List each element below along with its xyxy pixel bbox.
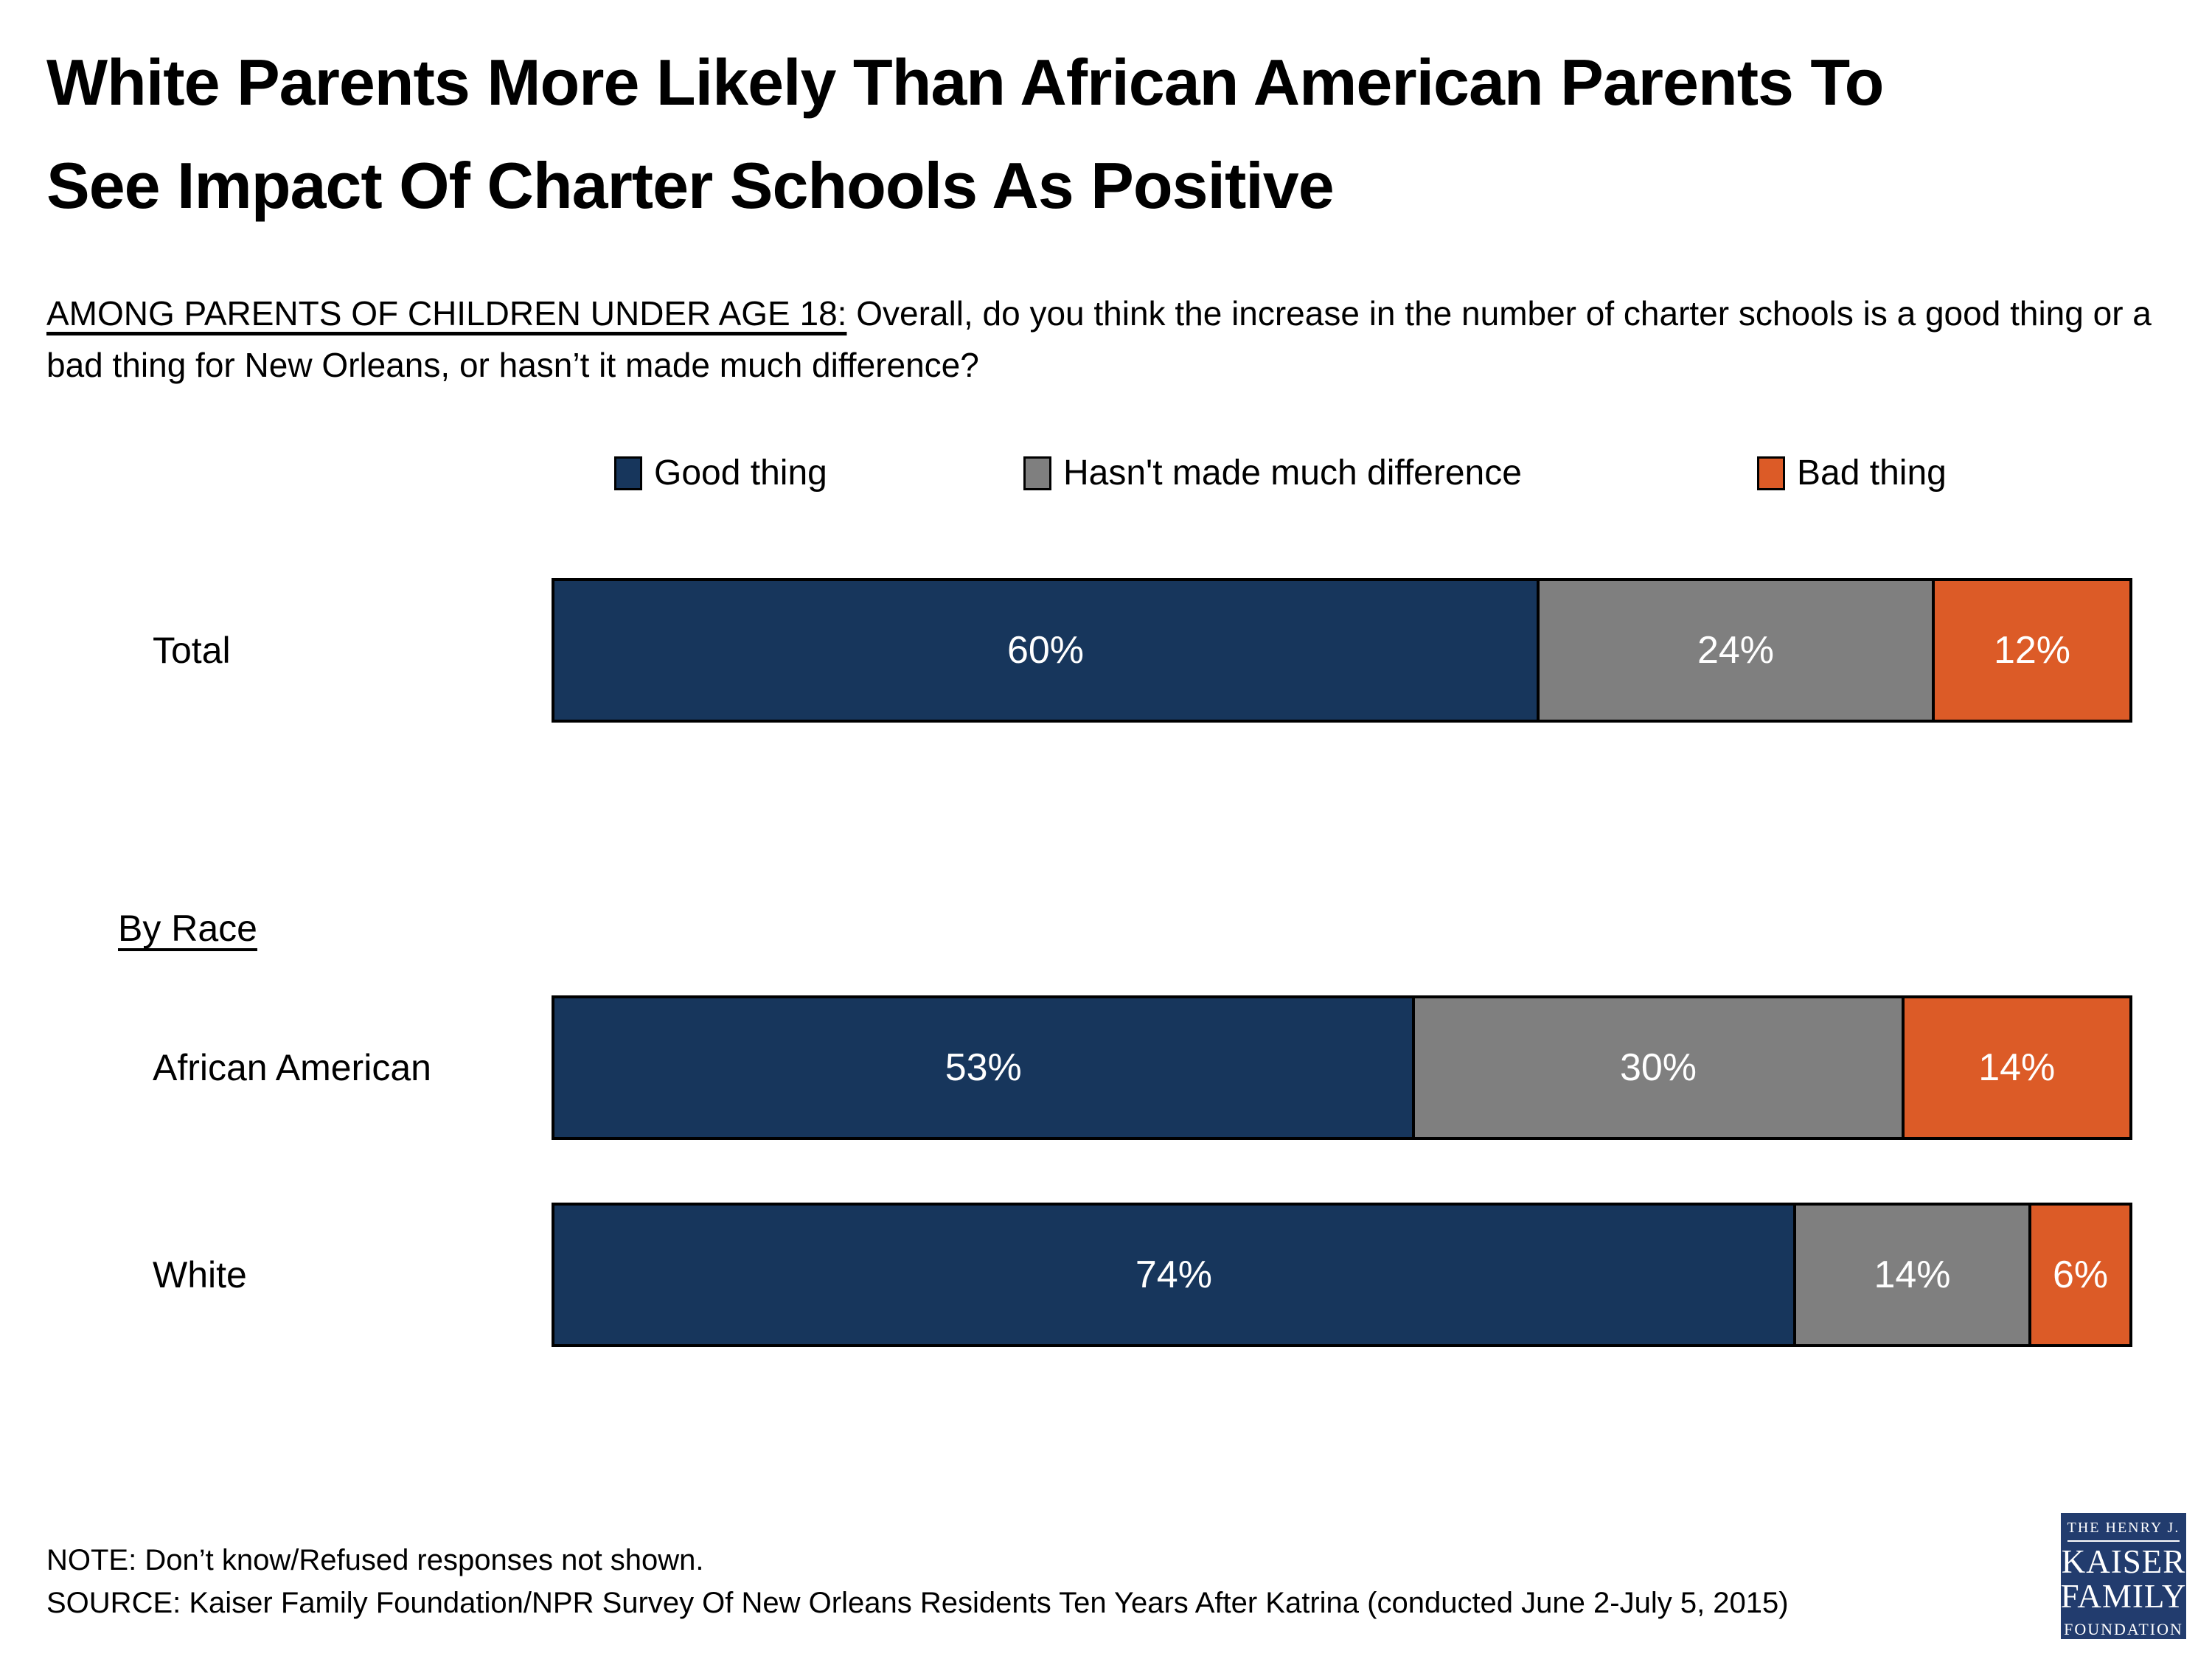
bar-value-label: 6%: [2052, 1253, 2109, 1296]
bar-row-total: Total 60% 24% 12%: [0, 578, 2212, 723]
bar-segment-bad-thing: 12%: [1935, 578, 2132, 723]
section-heading-by-race: By Race: [118, 908, 257, 949]
bar-value-label: 12%: [1993, 629, 2071, 672]
bar-value-label: 14%: [1874, 1253, 1951, 1296]
kff-logo-kaiser: KAISER: [2061, 1543, 2186, 1580]
bar-segment-good-thing: 74%: [552, 1203, 1796, 1347]
chart-subtitle: AMONG PARENTS OF CHILDREN UNDER AGE 18: …: [46, 288, 2155, 391]
legend-item-bad-thing: Bad thing: [1757, 453, 1947, 493]
bar-segment-hasn-t-made-much-difference: 24%: [1540, 578, 1935, 723]
kff-logo-foundation: FOUNDATION: [2064, 1620, 2183, 1638]
stacked-bar-african-american: 53% 30% 14%: [552, 995, 2132, 1140]
bar-segment-hasn-t-made-much-difference: 30%: [1415, 995, 1905, 1140]
subtitle-question-part: Overall, do you think the increase in th…: [46, 294, 2152, 384]
page-title: White Parents More Likely Than African A…: [46, 31, 2185, 237]
bar-segment-good-thing: 60%: [552, 578, 1540, 723]
bar-value-label: 53%: [945, 1046, 1022, 1089]
page-title-line-1: White Parents More Likely Than African A…: [46, 46, 1884, 119]
bar-segment-good-thing: 53%: [552, 995, 1416, 1140]
kff-logo: THE HENRY J. KAISER FAMILY FOUNDATION: [2061, 1513, 2186, 1639]
bar-segment-bad-thing: 14%: [1904, 995, 2132, 1140]
bar-value-label: 30%: [1619, 1046, 1697, 1089]
legend-swatch-bad-thing: [1757, 456, 1785, 490]
row-label-total: Total: [153, 630, 231, 671]
bar-value-label: 60%: [1006, 629, 1085, 672]
bar-row-african-american: African American 53% 30% 14%: [0, 995, 2212, 1140]
bar-segment-bad-thing: 6%: [2031, 1203, 2132, 1347]
bar-segment-hasn-t-made-much-difference: 14%: [1795, 1203, 2032, 1347]
bar-value-label: 24%: [1697, 629, 1775, 672]
stacked-bar-white: 74% 14% 6%: [552, 1203, 2132, 1347]
chart-legend: Good thing Hasn't made much difference B…: [0, 453, 2212, 497]
legend-item-good-thing: Good thing: [614, 453, 827, 493]
bar-value-label: 14%: [1978, 1046, 2056, 1089]
bar-value-label: 74%: [1135, 1253, 1212, 1296]
kff-logo-henry-j: THE HENRY J.: [2067, 1520, 2180, 1542]
chart-source: SOURCE: Kaiser Family Foundation/NPR Sur…: [46, 1587, 1789, 1619]
legend-label-bad-thing: Bad thing: [1797, 453, 1947, 493]
legend-swatch-no-difference: [1023, 456, 1051, 490]
legend-label-no-difference: Hasn't made much difference: [1063, 453, 1522, 493]
row-label-african-american: African American: [153, 1047, 431, 1088]
subtitle-underlined-part: AMONG PARENTS OF CHILDREN UNDER AGE 18:: [46, 294, 847, 333]
legend-item-no-difference: Hasn't made much difference: [1023, 453, 1522, 493]
kff-logo-family: FAMILY: [2060, 1578, 2187, 1615]
page-title-line-2: See Impact Of Charter Schools As Positiv…: [46, 149, 1335, 222]
legend-swatch-good-thing: [614, 456, 642, 490]
chart-note: NOTE: Don’t know/Refused responses not s…: [46, 1544, 704, 1576]
bar-row-white: White 74% 14% 6%: [0, 1203, 2212, 1347]
legend-label-good-thing: Good thing: [654, 453, 827, 493]
row-label-white: White: [153, 1254, 247, 1295]
stacked-bar-total: 60% 24% 12%: [552, 578, 2132, 723]
